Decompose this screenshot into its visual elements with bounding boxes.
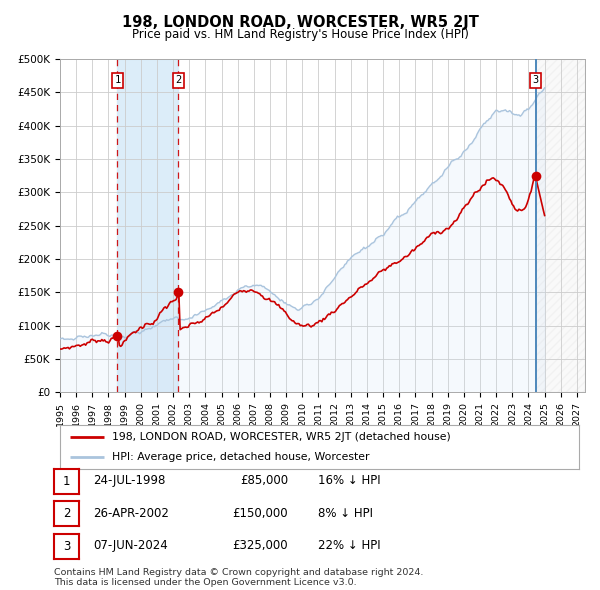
Text: 24-JUL-1998: 24-JUL-1998 (93, 474, 166, 487)
Text: 16% ↓ HPI: 16% ↓ HPI (318, 474, 380, 487)
Text: £325,000: £325,000 (232, 539, 288, 552)
Text: This data is licensed under the Open Government Licence v3.0.: This data is licensed under the Open Gov… (54, 578, 356, 588)
Text: 07-JUN-2024: 07-JUN-2024 (93, 539, 168, 552)
Text: 2: 2 (63, 507, 70, 520)
Text: 2: 2 (175, 76, 181, 86)
Text: 1: 1 (115, 76, 121, 86)
Text: 22% ↓ HPI: 22% ↓ HPI (318, 539, 380, 552)
Bar (536, 59, 585, 392)
Bar (118, 59, 178, 392)
Text: 198, LONDON ROAD, WORCESTER, WR5 2JT: 198, LONDON ROAD, WORCESTER, WR5 2JT (122, 15, 478, 30)
Bar (536, 59, 585, 392)
Text: 1: 1 (63, 475, 70, 488)
Text: 3: 3 (63, 540, 70, 553)
Text: 198, LONDON ROAD, WORCESTER, WR5 2JT (detached house): 198, LONDON ROAD, WORCESTER, WR5 2JT (de… (112, 432, 451, 442)
Text: 8% ↓ HPI: 8% ↓ HPI (318, 507, 373, 520)
Text: 26-APR-2002: 26-APR-2002 (93, 507, 169, 520)
Text: HPI: Average price, detached house, Worcester: HPI: Average price, detached house, Worc… (112, 452, 370, 462)
Text: £85,000: £85,000 (240, 474, 288, 487)
Text: Price paid vs. HM Land Registry's House Price Index (HPI): Price paid vs. HM Land Registry's House … (131, 28, 469, 41)
Text: 3: 3 (532, 76, 539, 86)
Text: Contains HM Land Registry data © Crown copyright and database right 2024.: Contains HM Land Registry data © Crown c… (54, 568, 424, 577)
Text: £150,000: £150,000 (232, 507, 288, 520)
